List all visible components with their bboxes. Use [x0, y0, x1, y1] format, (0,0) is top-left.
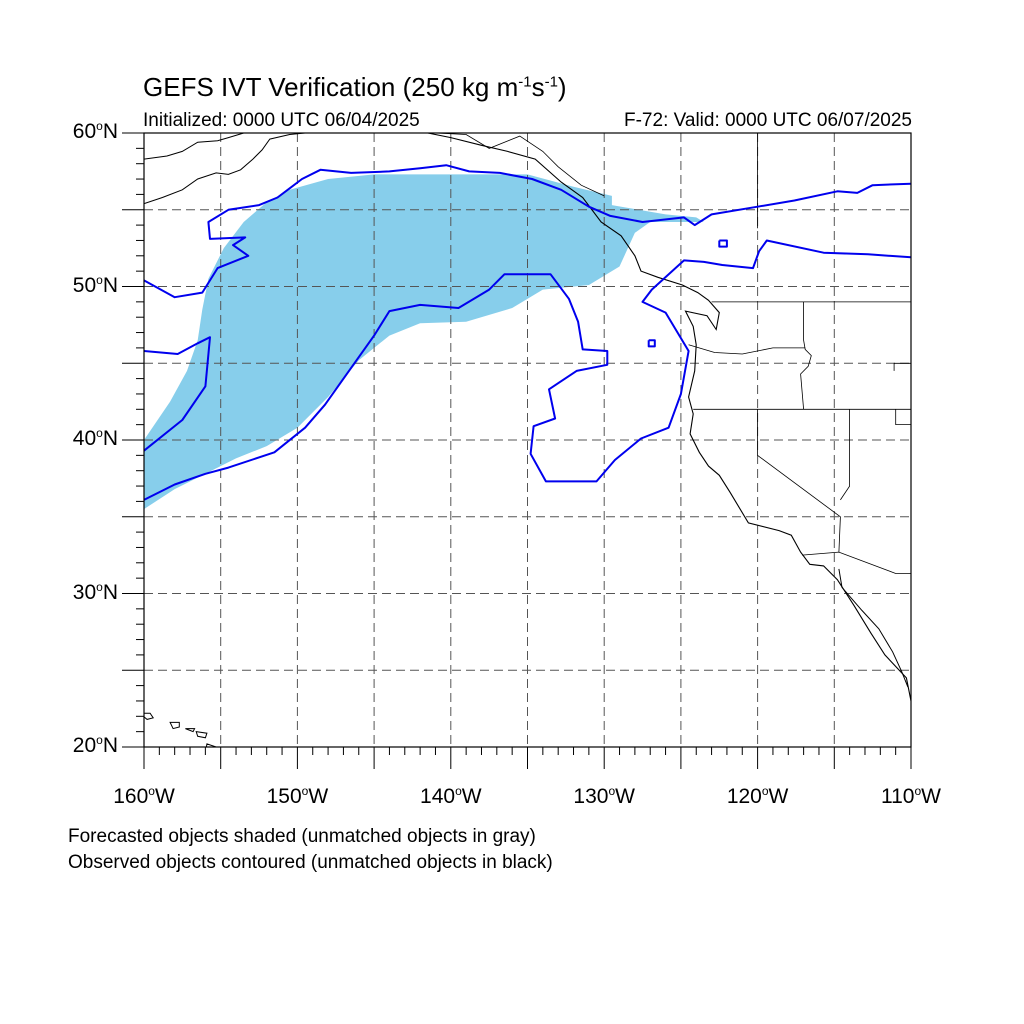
gridlines: [144, 133, 911, 747]
map-frame: [143, 132, 912, 748]
political-border: [802, 551, 911, 574]
longitude-label: 110oW: [881, 784, 941, 808]
longitude-label: 130oW: [573, 784, 635, 808]
observed-object-contour: [144, 336, 211, 452]
island-outline: [195, 730, 208, 739]
observed-note: Observed objects contoured (unmatched ob…: [68, 852, 553, 873]
observed-object-contour: [144, 164, 911, 299]
latitude-label: 20oN: [72, 733, 118, 757]
coastline: [427, 133, 911, 702]
political-border: [688, 344, 806, 355]
political-border: [435, 133, 605, 197]
political-border: [800, 301, 812, 410]
observed-object-layer: [144, 164, 911, 501]
longitude-label: 160oW: [113, 784, 175, 808]
valid-time-label: F-72: Valid: 0000 UTC 06/07/2025: [624, 110, 912, 131]
gulf-coastline: [838, 568, 909, 688]
political-border: [757, 409, 841, 553]
alaska-peninsula-coastline: [144, 133, 306, 205]
geography-layer: [144, 133, 911, 747]
forecast-note: Forecasted objects shaded (unmatched obj…: [68, 826, 536, 847]
longitude-label: 140oW: [420, 784, 482, 808]
island-outline: [169, 721, 180, 730]
political-border: [895, 409, 911, 426]
axis-ticks: [122, 132, 912, 769]
latitude-label: 50oN: [72, 272, 118, 297]
alaska-coastline: [144, 133, 244, 160]
political-border: [893, 362, 911, 371]
forecast-object-layer: [144, 174, 704, 510]
observed-object-contour: [718, 239, 728, 248]
forecast-object: [144, 174, 704, 510]
initialized-label: Initialized: 0000 UTC 06/04/2025: [143, 110, 420, 131]
longitude-label: 150oW: [266, 784, 329, 808]
political-border: [840, 409, 850, 501]
longitude-label: 120oW: [726, 784, 789, 808]
map-title: GEFS IVT Verification (250 kg m-1s-1): [143, 72, 567, 102]
observed-object-contour: [647, 339, 656, 348]
latitude-label: 40oN: [72, 426, 118, 450]
latitude-label: 60oN: [72, 119, 118, 143]
observed-object-contour: [144, 239, 911, 501]
island-outline: [185, 728, 196, 733]
latitude-label: 30oN: [72, 579, 118, 604]
